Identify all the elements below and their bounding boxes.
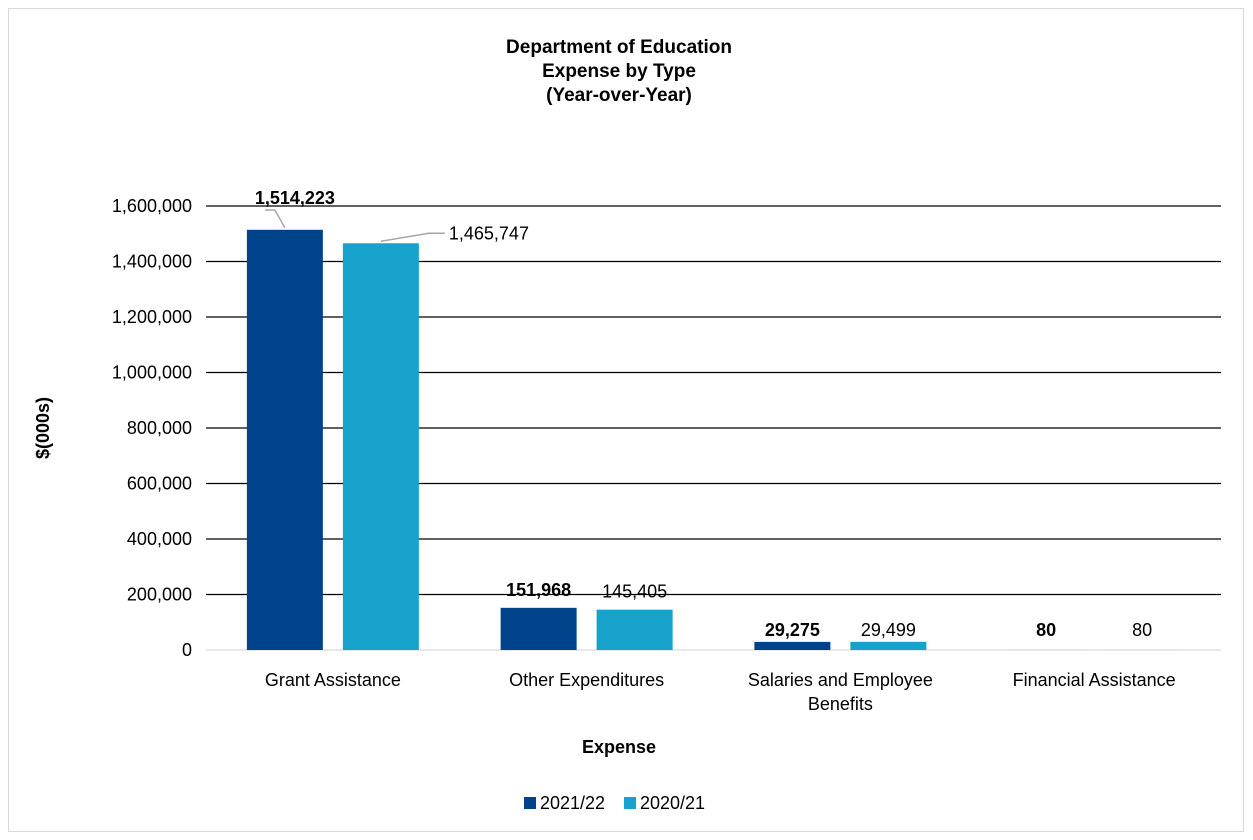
y-tick-label: 800,000: [127, 418, 192, 438]
data-label: 80: [1036, 620, 1056, 640]
legend-swatch-2021-22: [524, 797, 536, 809]
data-label-leader-line: [380, 232, 445, 242]
bar-2020-21-0: [342, 243, 419, 651]
x-axis-title: Expense: [582, 737, 656, 757]
legend-label: 2020/21: [640, 793, 705, 813]
y-tick-label: 400,000: [127, 529, 192, 549]
bar-chart: Department of Education Expense by Type (Y…: [33, 37, 1221, 813]
chart-title: Department of Education Expense by Type (Y…: [506, 37, 732, 106]
x-category-label: Salaries and Employee: [748, 670, 933, 690]
y-tick-label: 1,200,000: [112, 307, 192, 327]
data-label-leader-line: [274, 209, 286, 229]
y-tick-label: 200,000: [127, 585, 192, 605]
y-tick-label: 1,600,000: [112, 196, 192, 216]
bar-2021-22-1: [500, 607, 577, 650]
data-labels: 1,514,223 1,465,747 151,968 145,405 29,275 29…: [255, 188, 1152, 640]
chart-title-line: Department of Education: [506, 37, 732, 58]
x-category-label: Other Expenditures: [509, 670, 664, 690]
y-axis-ticks: 0 200,000 400,000 600,000 800,000 1,000,000 1,…: [112, 196, 192, 660]
data-label: 1,514,223: [255, 188, 335, 208]
legend: 2021/22 2020/21: [524, 793, 705, 813]
data-label: 1,465,747: [449, 223, 529, 243]
x-category-label: Financial Assistance: [1013, 670, 1176, 690]
y-axis-title: $(000s): [33, 397, 53, 459]
legend-label: 2021/22: [540, 793, 605, 813]
bar-2020-21-1: [596, 609, 673, 650]
y-tick-label: 600,000: [127, 474, 192, 494]
bar-2021-22-2: [754, 641, 831, 650]
x-axis-category-labels: Grant Assistance Other Expenditures Salari…: [265, 670, 1176, 714]
x-category-label: Benefits: [808, 694, 873, 714]
y-tick-label: 1,400,000: [112, 252, 192, 272]
data-label: 29,275: [765, 620, 820, 640]
chart-frame: Department of Education Expense by Type (Y…: [8, 8, 1244, 832]
data-label: 151,968: [506, 580, 571, 600]
bars: [246, 229, 1181, 651]
bar-2021-22-0: [246, 229, 323, 651]
chart-title-line: Expense by Type: [542, 61, 696, 82]
data-label: 145,405: [602, 582, 667, 602]
bar-2020-21-2: [850, 641, 927, 650]
y-tick-label: 0: [182, 640, 192, 660]
data-label: 80: [1132, 620, 1152, 640]
chart-title-line: (Year-over-Year): [546, 85, 692, 106]
legend-swatch-2020-21: [624, 797, 636, 809]
data-label: 29,499: [861, 620, 916, 640]
x-category-label: Grant Assistance: [265, 670, 401, 690]
y-tick-label: 1,000,000: [112, 363, 192, 383]
